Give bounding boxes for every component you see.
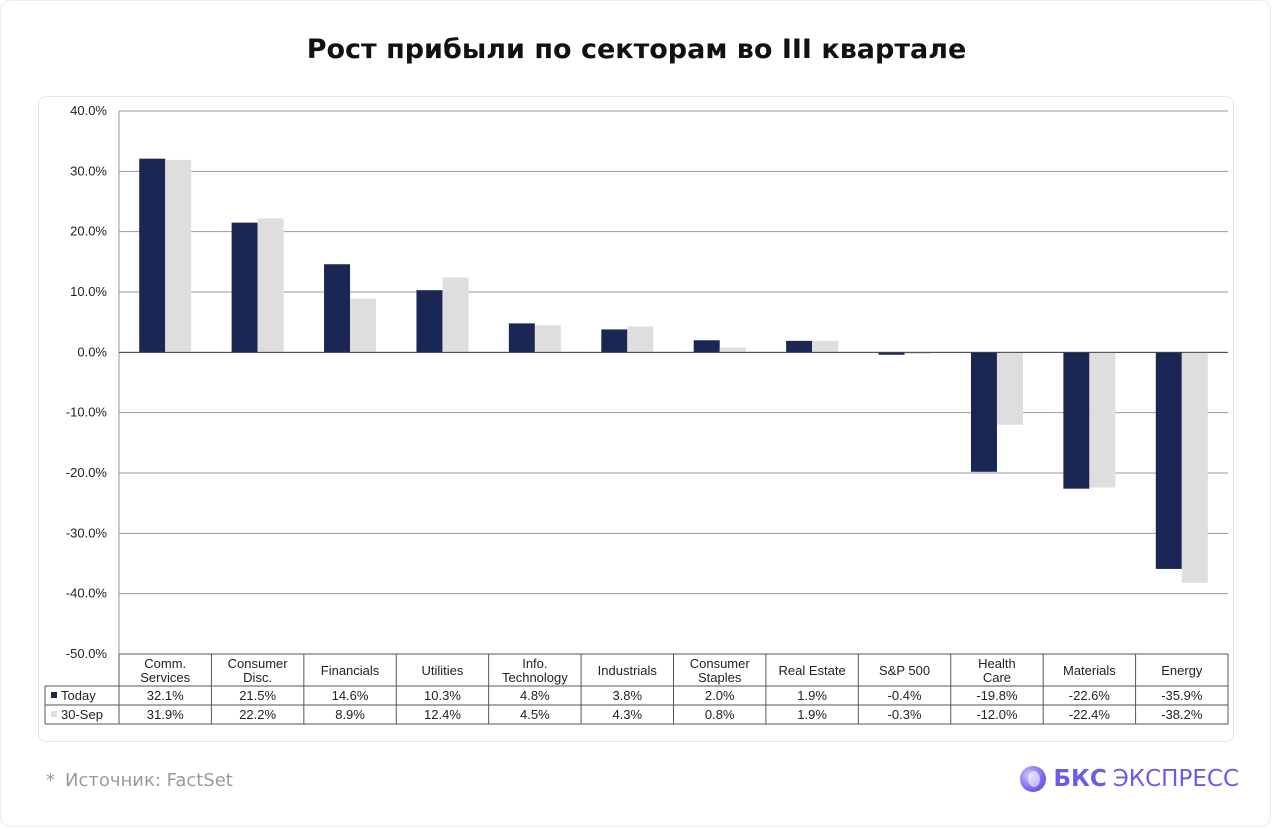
bar-chart: 40.0% 30.0% 20.0% 10.0% 0.0% -10.0% -20.0% -30.…	[44, 103, 1229, 725]
y-tick-label: 30.0%	[70, 163, 107, 178]
bar-today	[324, 264, 351, 353]
category-label: Financials	[321, 663, 380, 678]
bar-30sep	[1181, 352, 1208, 583]
y-tick-label: 40.0%	[70, 103, 107, 118]
y-tick-label: 0.0%	[77, 344, 107, 359]
category-label: Utilities	[422, 663, 464, 678]
bar-30sep	[996, 352, 1023, 425]
category-label: Technology	[502, 670, 568, 685]
data-label: 0.8%	[705, 707, 735, 722]
data-label: 31.9%	[147, 707, 184, 722]
category-label: S&P 500	[879, 663, 930, 678]
category-label: Consumer	[228, 656, 289, 671]
data-label: -19.8%	[976, 688, 1018, 703]
legend-label: Today	[61, 688, 96, 703]
bar-30sep	[350, 298, 377, 353]
data-label: 1.9%	[797, 688, 827, 703]
bar-today	[1063, 352, 1090, 489]
bar-30sep	[904, 352, 931, 355]
legend-swatch	[51, 692, 57, 698]
bar-today	[508, 323, 535, 353]
y-tick-label: 10.0%	[70, 284, 107, 299]
data-label: 22.2%	[239, 707, 276, 722]
bar-today	[601, 329, 628, 353]
legend-label: 30-Sep	[61, 707, 103, 722]
data-label: -22.4%	[1069, 707, 1111, 722]
data-label: 10.3%	[424, 688, 461, 703]
category-label: Info.	[522, 656, 547, 671]
category-label: Industrials	[598, 663, 658, 678]
data-label: 14.6%	[332, 688, 369, 703]
category-label: Care	[983, 670, 1011, 685]
legend-swatch	[51, 711, 57, 717]
bar-30sep	[1089, 352, 1116, 488]
bks-logo-icon	[1019, 766, 1046, 792]
category-label: Consumer	[690, 656, 751, 671]
bar-today	[693, 340, 720, 353]
data-label: 3.8%	[612, 688, 642, 703]
bar-30sep	[534, 325, 561, 353]
data-label: 4.3%	[612, 707, 642, 722]
brand-logo: БКС ЭКСПРЕСС	[1019, 766, 1239, 792]
category-label: Services	[140, 670, 190, 685]
chart-title: Рост прибыли по секторам во III квартале	[306, 34, 967, 65]
bar-today	[1155, 352, 1182, 569]
y-tick-label: -30.0%	[66, 525, 108, 540]
category-label: Health	[978, 656, 1016, 671]
source-text: Источник: FactSet	[65, 770, 233, 791]
data-label: -12.0%	[976, 707, 1018, 722]
data-label: -38.2%	[1161, 707, 1203, 722]
category-label: Comm.	[144, 656, 186, 671]
chart-card	[38, 96, 1234, 742]
y-tick-label: 20.0%	[70, 224, 107, 239]
bar-30sep	[719, 347, 746, 353]
bar-30sep	[442, 277, 469, 353]
data-label: 4.8%	[520, 688, 550, 703]
brand-name-light: ЭКСПРЕСС	[1112, 766, 1239, 792]
category-label: Disc.	[243, 670, 272, 685]
data-label: -0.3%	[888, 707, 922, 722]
bar-today	[878, 352, 905, 355]
category-label: Real Estate	[779, 663, 846, 678]
category-label: Energy	[1161, 663, 1203, 678]
data-label: 8.9%	[335, 707, 365, 722]
category-label: Materials	[1063, 663, 1116, 678]
data-label: 12.4%	[424, 707, 461, 722]
footnote-star: *	[46, 770, 55, 791]
y-tick-label: -10.0%	[66, 405, 108, 420]
data-label: -35.9%	[1161, 688, 1203, 703]
bar-30sep	[257, 218, 284, 353]
bar-today	[970, 352, 997, 472]
bar-today	[231, 222, 258, 353]
data-label: 1.9%	[797, 707, 827, 722]
y-tick-label: -50.0%	[66, 646, 108, 661]
data-label: 32.1%	[147, 688, 184, 703]
category-label: Staples	[698, 670, 742, 685]
bar-30sep	[812, 340, 839, 353]
bar-today	[416, 290, 443, 353]
brand-name-bold: БКС	[1053, 766, 1107, 792]
data-label: 2.0%	[705, 688, 735, 703]
data-label: -0.4%	[888, 688, 922, 703]
data-label: -22.6%	[1069, 688, 1111, 703]
data-label: 21.5%	[239, 688, 276, 703]
bar-today	[139, 158, 166, 353]
y-tick-label: -40.0%	[66, 586, 108, 601]
data-label: 4.5%	[520, 707, 550, 722]
bar-30sep	[627, 326, 654, 353]
source-note: * Источник: FactSet	[46, 770, 233, 791]
bar-today	[786, 340, 813, 353]
y-tick-label: -20.0%	[66, 465, 108, 480]
bar-30sep	[165, 159, 192, 353]
